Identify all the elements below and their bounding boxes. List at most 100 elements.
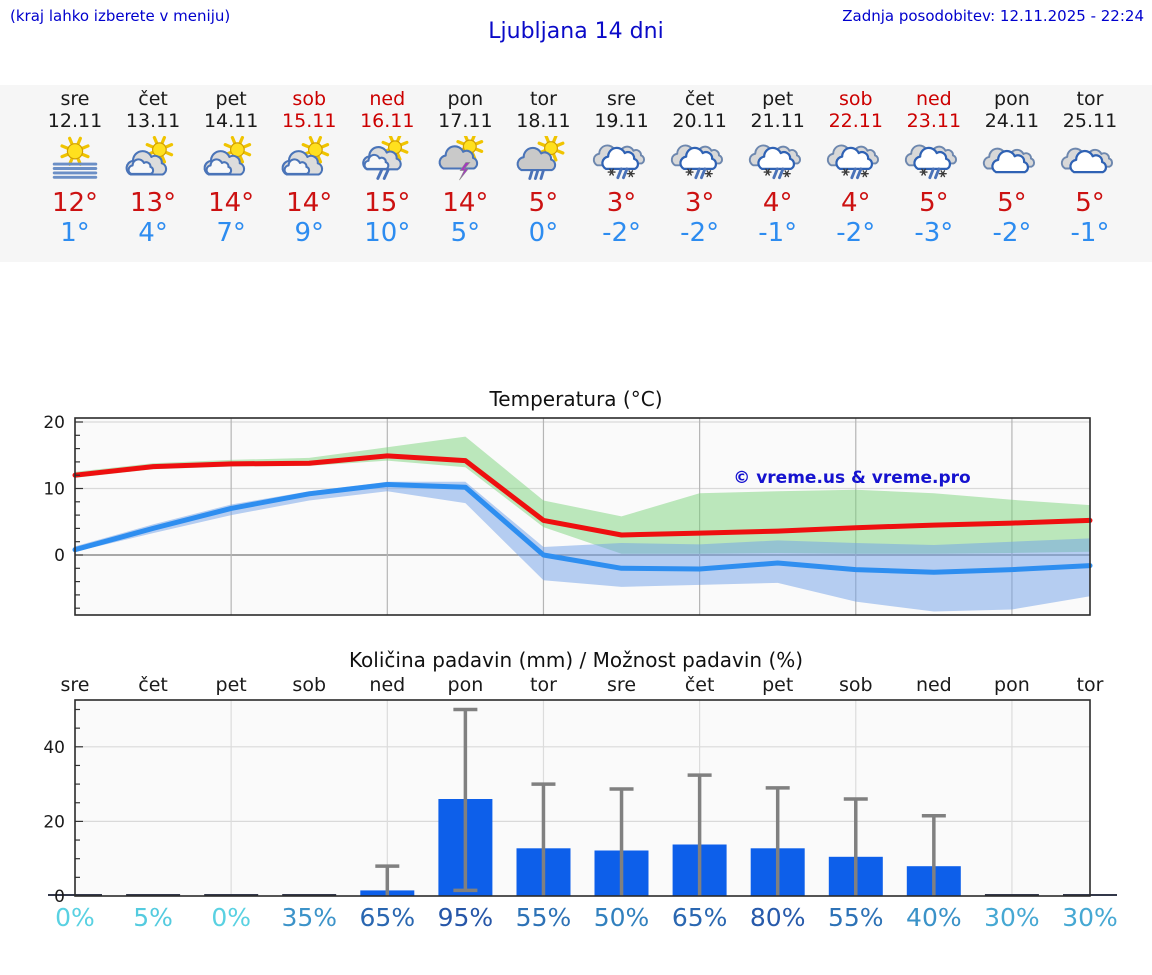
day-date: 21.11 — [750, 110, 805, 132]
day-name: pet — [215, 88, 247, 110]
precip-plot-frame — [74, 699, 1091, 897]
temperature-chart: 0 10 20 © vreme.us & vreme.pro — [43, 413, 1093, 616]
day-high-temp: 3° — [606, 188, 637, 218]
day-column: čet 13.11 13° 4° — [114, 85, 192, 262]
precip-probability-label: 35% — [281, 903, 337, 932]
precip-day-label: pon — [448, 674, 484, 696]
day-column: sre 19.11 3° -2° — [583, 85, 661, 262]
day-name: sob — [838, 88, 873, 110]
watermark-text: © vreme.us & vreme.pro — [733, 468, 970, 488]
day-name: sre — [60, 88, 90, 110]
day-low-temp: 4° — [138, 218, 168, 248]
day-low-temp: 1° — [60, 218, 90, 248]
weather-icon-sun-cloud — [203, 135, 252, 176]
precip-day-label: pet — [762, 674, 793, 696]
precip-day-label: tor — [1077, 674, 1104, 696]
day-low-temp: -2° — [992, 218, 1032, 248]
day-name: ned — [915, 88, 952, 110]
day-high-temp: 14° — [442, 188, 489, 218]
day-low-temp: -2° — [836, 218, 876, 248]
precip-probability-label: 0% — [55, 903, 95, 932]
day-high-temp: 5° — [997, 188, 1027, 218]
weather-icon-clouds-sleet — [592, 144, 645, 180]
day-high-temp: 14° — [208, 188, 255, 218]
day-high-temp: 14° — [286, 188, 333, 218]
day-date: 23.11 — [906, 110, 962, 132]
temp-ytick-label: 20 — [43, 413, 65, 433]
max-temperature-line — [72, 453, 1093, 538]
day-date: 24.11 — [984, 110, 1040, 132]
day-low-temp: -1° — [758, 218, 798, 248]
menu-hint-note: (kraj lahko izberete v meniju) — [10, 7, 231, 25]
day-column: tor 25.11 5° -1° — [1051, 85, 1129, 262]
precip-probability-label: 50% — [594, 903, 650, 932]
day-column: ned 23.11 5° -3° — [895, 85, 973, 262]
day-column: sob 15.11 14° 9° — [270, 85, 348, 262]
precip-probability-label: 80% — [750, 903, 806, 932]
day-column: čet 20.11 3° -2° — [661, 85, 739, 262]
temp-ytick-label: 0 — [54, 546, 65, 566]
precip-probability-label: 55% — [516, 903, 572, 932]
precip-ytick-label: 0 — [54, 887, 65, 907]
day-low-temp: 7° — [216, 218, 246, 248]
temp-ytick-label: 10 — [43, 480, 65, 500]
weather-icon-clouds-sleet — [748, 144, 801, 180]
weather-icon-clouds-sleet — [670, 144, 723, 180]
day-date: 16.11 — [360, 110, 415, 132]
precip-day-label: čet — [685, 674, 715, 696]
day-name: sob — [292, 88, 327, 110]
precip-day-label: ned — [916, 674, 952, 696]
day-low-temp: -3° — [914, 218, 954, 248]
day-date: 25.11 — [1062, 110, 1118, 132]
precip-probability-label: 30% — [1062, 903, 1118, 932]
day-name: pon — [994, 88, 1030, 110]
precip-day-label: tor — [530, 674, 557, 696]
precip-bar — [126, 894, 181, 896]
precip-probability-label: 0% — [211, 903, 251, 932]
day-name: tor — [1076, 88, 1104, 110]
day-high-temp: 12° — [51, 188, 99, 218]
day-name: pon — [447, 88, 484, 110]
day-name: ned — [369, 88, 406, 110]
precip-bar — [282, 894, 337, 896]
weather-icon-sun-cloud-thunder — [438, 133, 484, 181]
precip-probability-label: 40% — [906, 903, 962, 932]
day-name: čet — [138, 88, 168, 110]
day-low-temp: 0° — [528, 218, 559, 248]
day-column: sob 22.11 4° -2° — [817, 85, 895, 262]
page-title: Ljubljana 14 dni — [488, 19, 664, 44]
precip-day-label: pon — [994, 674, 1030, 696]
weather-icon-sun-cloud-heavyrain — [517, 134, 565, 180]
max-range-band — [75, 436, 1090, 554]
precip-day-label: sre — [607, 674, 636, 696]
forecast-days-strip: sre 12.11 12° 1° čet 13.11 13° 4° pet 14.11 14° 7° s… — [0, 85, 1152, 262]
last-update-text: Zadnja posodobitev: 12.11.2025 - 22:24 — [842, 7, 1144, 25]
precip-bar — [204, 894, 259, 896]
precip-probability-label: 55% — [828, 903, 884, 932]
day-name: čet — [684, 88, 715, 110]
day-date: 19.11 — [594, 110, 649, 132]
weather-icon-clouds-sleet — [904, 144, 957, 180]
day-high-temp: 5° — [919, 188, 949, 218]
day-high-temp: 13° — [130, 188, 177, 218]
weather-icon-sun-cloud — [281, 135, 330, 176]
precip-probability-label: 5% — [133, 903, 173, 932]
weather-icon-sun-cloud — [125, 135, 174, 176]
day-date: 14.11 — [203, 110, 259, 132]
day-column: pon 17.11 14° 5° — [426, 85, 504, 262]
precip-day-label: pet — [216, 674, 247, 696]
precip-plot-area — [75, 700, 1090, 896]
min-temperature-line — [72, 482, 1093, 575]
day-high-temp: 15° — [364, 188, 411, 218]
day-name: sre — [607, 88, 637, 110]
precip-day-label: sob — [839, 674, 873, 696]
day-high-temp: 3° — [684, 188, 715, 218]
precip-ytick-label: 40 — [43, 738, 65, 758]
day-high-temp: 4° — [762, 188, 793, 218]
precip-ytick-label: 20 — [43, 812, 65, 832]
day-date: 15.11 — [282, 110, 337, 132]
day-date: 18.11 — [516, 110, 571, 132]
weather-icon-clouds-sleet — [826, 144, 879, 180]
day-name: tor — [530, 88, 557, 110]
day-high-temp: 5° — [528, 188, 559, 218]
